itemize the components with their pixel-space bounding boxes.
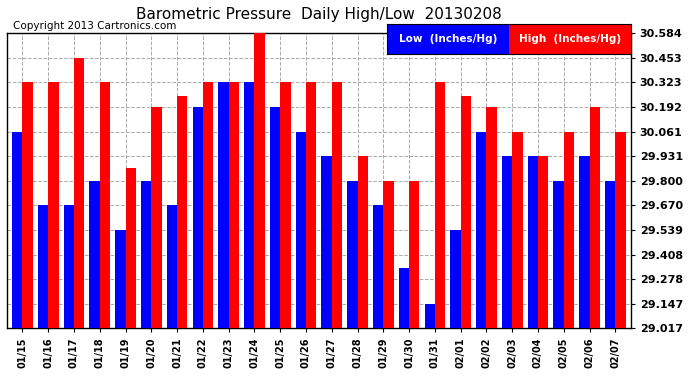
Bar: [306, 82, 316, 328]
Bar: [347, 181, 357, 328]
Bar: [409, 181, 420, 328]
Bar: [424, 304, 435, 328]
Bar: [38, 206, 48, 328]
Bar: [90, 181, 100, 328]
Bar: [528, 156, 538, 328]
Bar: [384, 181, 393, 328]
Bar: [579, 156, 589, 328]
Bar: [74, 58, 84, 328]
Bar: [270, 107, 280, 328]
Bar: [218, 82, 228, 328]
Bar: [141, 181, 151, 328]
Bar: [244, 82, 255, 328]
Bar: [502, 156, 512, 328]
Bar: [564, 132, 574, 328]
Bar: [100, 82, 110, 328]
Bar: [373, 206, 384, 328]
Bar: [255, 33, 265, 328]
Bar: [177, 96, 188, 328]
Title: Barometric Pressure  Daily High/Low  20130208: Barometric Pressure Daily High/Low 20130…: [136, 7, 502, 22]
Bar: [486, 107, 497, 328]
Bar: [461, 96, 471, 328]
Bar: [151, 107, 161, 328]
Bar: [228, 82, 239, 328]
Bar: [12, 132, 22, 328]
Text: Copyright 2013 Cartronics.com: Copyright 2013 Cartronics.com: [13, 21, 177, 32]
Bar: [193, 107, 203, 328]
Bar: [63, 206, 74, 328]
Bar: [322, 156, 332, 328]
Bar: [126, 168, 136, 328]
Bar: [357, 156, 368, 328]
Bar: [167, 206, 177, 328]
Bar: [332, 82, 342, 328]
Bar: [615, 132, 626, 328]
Bar: [451, 230, 461, 328]
Bar: [435, 82, 445, 328]
Bar: [605, 181, 615, 328]
Bar: [280, 82, 290, 328]
Bar: [538, 156, 549, 328]
Bar: [22, 82, 32, 328]
Bar: [512, 132, 522, 328]
Bar: [476, 132, 486, 328]
Bar: [399, 267, 409, 328]
Bar: [553, 181, 564, 328]
Bar: [48, 82, 59, 328]
Bar: [203, 82, 213, 328]
Bar: [589, 107, 600, 328]
Bar: [295, 132, 306, 328]
Bar: [115, 230, 126, 328]
